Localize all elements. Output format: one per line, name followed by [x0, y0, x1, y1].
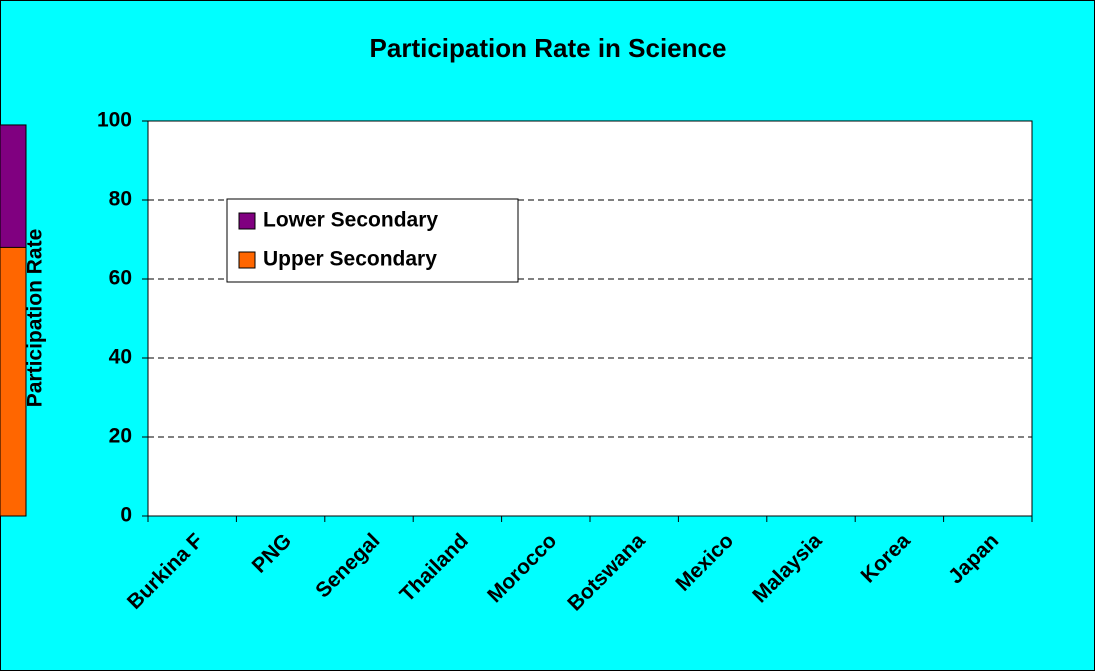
y-tick-label: 80: [109, 188, 132, 211]
y-tick-label: 60: [109, 267, 132, 290]
legend-label: Upper Secondary: [263, 248, 437, 271]
plot-border: [147, 120, 1033, 517]
legend-swatch: [238, 212, 256, 230]
legend-label: Lower Secondary: [263, 209, 438, 232]
legend-swatch: [238, 251, 256, 269]
y-tick-label: 0: [120, 504, 132, 527]
legend-box: [226, 198, 519, 283]
y-tick-label: 20: [109, 425, 132, 448]
y-axis-label: Participation Rate: [24, 229, 47, 408]
chart-title: Participation Rate in Science: [370, 33, 727, 63]
bar: [0, 246, 27, 517]
plot-area: [148, 121, 1032, 516]
y-tick-label: 40: [109, 346, 132, 369]
y-tick-label: 100: [97, 109, 132, 132]
